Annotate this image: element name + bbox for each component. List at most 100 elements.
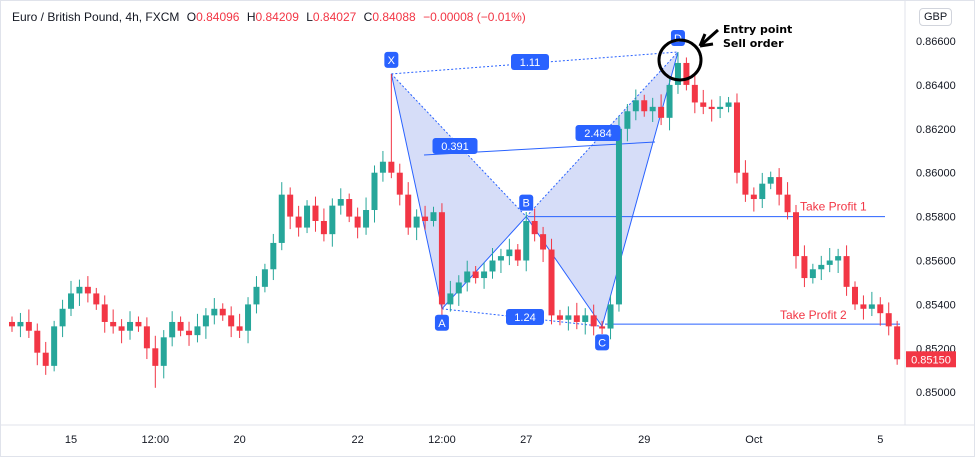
candle-body — [337, 199, 344, 206]
ratio-badge — [432, 138, 478, 154]
candle — [742, 160, 749, 202]
candle-body — [809, 269, 816, 279]
candle — [885, 302, 892, 336]
candle — [169, 311, 176, 347]
candle-body — [354, 216, 361, 228]
candle — [894, 320, 901, 365]
currency-button[interactable]: GBP — [919, 8, 953, 26]
candle — [607, 295, 614, 340]
candle-body — [93, 293, 100, 305]
candle-body — [759, 183, 766, 200]
candle — [599, 320, 606, 335]
candle — [801, 245, 808, 288]
ratio-label: 0.391 — [441, 141, 469, 153]
time-tick-label: 29 — [638, 434, 650, 446]
candle-body — [346, 199, 353, 217]
candle — [531, 208, 538, 242]
candle — [497, 248, 504, 274]
candle — [750, 187, 757, 212]
candle-body — [278, 194, 285, 243]
open-value: O0.84096 — [186, 10, 240, 24]
candle-body — [708, 106, 715, 110]
candle — [245, 297, 252, 344]
candle — [143, 317, 150, 360]
price-tick-label: 0.85600 — [916, 256, 956, 268]
current-price-badge — [906, 351, 956, 368]
candle — [733, 93, 740, 184]
candle-body — [826, 260, 833, 265]
candle-body — [287, 194, 294, 217]
candle-body — [388, 161, 395, 173]
candle-body — [472, 271, 479, 279]
candle — [405, 182, 412, 235]
candle — [700, 89, 707, 115]
candle-body — [396, 172, 403, 195]
close-value: C0.84088 — [363, 10, 416, 24]
ratio-label: 1.11 — [520, 57, 541, 69]
entry-circle — [657, 38, 703, 82]
candle-body — [59, 308, 66, 327]
price-tick-label: 0.85400 — [916, 299, 956, 311]
candle — [261, 263, 268, 293]
candle — [9, 316, 15, 332]
pattern-point-a — [434, 314, 449, 331]
candle-body — [405, 194, 412, 228]
ratio-badge — [511, 54, 549, 70]
pattern-bcd-fill — [526, 51, 678, 327]
candle-body — [295, 216, 302, 228]
candle — [304, 200, 311, 234]
candle-body — [253, 286, 260, 305]
candle — [717, 96, 724, 119]
time-tick-label: 27 — [520, 434, 532, 446]
candle-body — [868, 304, 875, 309]
time-tick-label: 12:00 — [142, 434, 170, 446]
candle-body — [464, 271, 471, 283]
candle — [177, 316, 184, 337]
candle-body — [135, 321, 142, 327]
candle — [674, 51, 681, 94]
price-tick-label: 0.86600 — [916, 36, 956, 48]
candle — [658, 94, 665, 126]
candle — [548, 238, 555, 325]
candle-body — [363, 210, 370, 228]
candle-body — [733, 102, 740, 173]
candle-body — [101, 304, 108, 322]
candle — [354, 207, 361, 239]
symbol-legend: Euro / British Pound, 4h, FXCM O0.84096 … — [12, 10, 530, 24]
candle-body — [649, 106, 656, 112]
pattern-point-label: A — [438, 318, 446, 330]
candle — [615, 116, 622, 312]
candle — [76, 279, 83, 306]
price-tick-label: 0.85800 — [916, 212, 956, 224]
candle — [725, 96, 732, 113]
pattern-ratio-line — [525, 51, 679, 217]
candle — [792, 204, 799, 269]
candle — [371, 165, 378, 223]
candle-body — [127, 321, 134, 331]
candle-body — [84, 286, 91, 294]
ratio-label: 1.24 — [514, 312, 535, 324]
candle — [506, 238, 513, 266]
price-tick-label: 0.85000 — [916, 387, 956, 399]
candle-body — [590, 315, 597, 327]
candle — [278, 182, 285, 251]
candle — [160, 330, 167, 379]
candle-body — [34, 330, 41, 353]
candle — [464, 260, 471, 292]
candle — [101, 295, 108, 333]
candle — [422, 205, 429, 230]
time-tick-label: 12:00 — [428, 434, 456, 446]
candle-body — [843, 256, 850, 287]
candle-body — [169, 321, 176, 338]
candle-body — [455, 282, 462, 294]
candle-body — [51, 326, 58, 366]
candle — [523, 211, 530, 272]
candle — [312, 196, 319, 232]
candle-body — [894, 326, 901, 360]
candle — [582, 308, 589, 335]
candle-body — [658, 106, 665, 118]
candle — [776, 168, 783, 206]
candle — [767, 171, 774, 190]
candle-body — [776, 177, 783, 195]
